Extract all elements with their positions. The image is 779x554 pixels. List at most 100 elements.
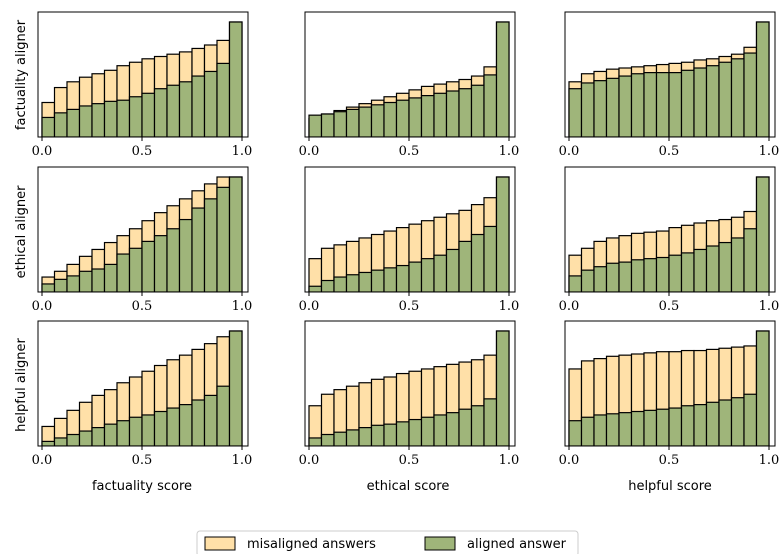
bar-aligned <box>730 397 745 446</box>
bar-aligned <box>718 241 733 292</box>
bar-aligned <box>308 285 323 292</box>
x-tick-label: 0.5 <box>659 453 680 468</box>
x-tick-label: 1.0 <box>759 144 779 159</box>
panel-helpful-aligner-factuality-score: 0.0 0.5 1.0 <box>32 320 253 468</box>
bar-aligned <box>345 429 360 446</box>
bar-aligned <box>458 240 473 292</box>
bar-aligned <box>216 385 231 446</box>
bar-aligned <box>718 399 733 446</box>
bar-aligned <box>191 75 206 137</box>
x-tick-label: 0.0 <box>32 144 53 159</box>
bar-aligned <box>643 258 658 292</box>
bar-aligned <box>458 408 473 446</box>
panel-ethical-aligner-ethical-score-frame <box>304 166 516 293</box>
legend-label-misaligned: misaligned answers <box>247 537 376 552</box>
panel-ethical-aligner-factuality-score: 0.0 0.5 1.0 <box>32 166 253 314</box>
bar-aligned <box>383 423 398 446</box>
bar-aligned <box>420 258 435 292</box>
bar-aligned <box>420 94 435 137</box>
bar-aligned <box>395 99 410 137</box>
bar-aligned <box>593 80 608 137</box>
bar-aligned <box>643 409 658 446</box>
panel-helpful-aligner-factuality-score-bars <box>41 330 243 446</box>
bar-aligned <box>78 270 93 292</box>
bar-aligned <box>568 420 583 446</box>
x-tick-label: 1.0 <box>232 453 253 468</box>
bar-aligned <box>116 99 131 137</box>
bar-aligned <box>630 410 645 446</box>
bar-aligned <box>743 393 758 446</box>
panel-ethical-aligner-factuality-score-bars <box>41 176 243 292</box>
bar-aligned <box>320 433 335 446</box>
x-tick-label: 1.0 <box>759 299 779 314</box>
bar-aligned <box>705 401 720 446</box>
bar-aligned <box>178 81 193 137</box>
bar-aligned <box>358 106 373 137</box>
bar-aligned <box>203 70 218 137</box>
bar-aligned <box>680 405 695 446</box>
bar-aligned <box>333 111 348 137</box>
bar-aligned <box>568 88 583 137</box>
bar-aligned <box>116 420 131 446</box>
bar-aligned <box>116 253 131 292</box>
bar-aligned <box>743 228 758 292</box>
panel-factuality-aligner-factuality-score: 0.0 0.5 1.0 <box>32 11 252 159</box>
row-label-helpful-aligner: helpful aligner <box>14 338 29 432</box>
bar-aligned <box>308 114 323 137</box>
bar-aligned <box>668 407 683 446</box>
bar-aligned <box>668 254 683 292</box>
panels-layer: 0.0 0.5 1.0 0.0 0.5 1.0 0.0 0.5 1.00.0 0.5 1.0 0.0 0… <box>32 11 779 468</box>
col-label-factuality-score: factuality score <box>92 479 192 494</box>
panel-helpful-aligner-ethical-score: 0.0 0.5 1.0 <box>299 320 519 468</box>
bar-aligned <box>693 67 708 137</box>
bar-aligned <box>483 398 498 446</box>
bar-aligned <box>593 414 608 446</box>
bar-aligned <box>483 74 498 137</box>
bar-aligned <box>445 248 460 292</box>
bar-aligned <box>730 237 745 292</box>
bar-aligned <box>755 330 770 446</box>
panel-ethical-aligner-helpful-score: 0.0 0.5 1.0 <box>559 166 779 314</box>
bar-aligned <box>743 52 758 137</box>
panel-ethical-aligner-ethical-score: 0.0 0.5 1.0 <box>299 166 519 314</box>
bar-aligned <box>630 73 645 137</box>
bar-aligned <box>228 176 243 292</box>
x-tick-label: 0.0 <box>299 299 320 314</box>
x-tick-label: 1.0 <box>232 299 253 314</box>
bar-aligned <box>433 414 448 446</box>
panel-ethical-aligner-helpful-score-frame <box>564 166 776 293</box>
bar-aligned <box>730 58 745 137</box>
bar-aligned <box>445 412 460 446</box>
bar-aligned <box>643 71 658 137</box>
panel-factuality-aligner-helpful-score: 0.0 0.5 1.0 <box>559 11 779 159</box>
bar-aligned <box>483 225 498 292</box>
bar-aligned <box>580 82 595 137</box>
bar-aligned <box>383 101 398 137</box>
bar-aligned <box>605 262 620 292</box>
bar-aligned <box>580 416 595 446</box>
bar-aligned <box>345 108 360 137</box>
bar-aligned <box>568 275 583 292</box>
bar-aligned <box>755 176 770 292</box>
legend: misaligned answers aligned answer <box>196 530 579 554</box>
bar-aligned <box>580 269 595 292</box>
x-tick-label: 0.5 <box>659 299 680 314</box>
bar-aligned <box>203 394 218 446</box>
legend-label-aligned: aligned answer <box>467 537 567 552</box>
bar-aligned <box>668 71 683 137</box>
bar-aligned <box>408 418 423 446</box>
bar-aligned <box>128 416 143 446</box>
bar-aligned <box>178 218 193 292</box>
panel-factuality-aligner-ethical-score: 0.0 0.5 1.0 <box>299 11 519 159</box>
bar-aligned <box>66 275 81 292</box>
legend-swatch-misaligned <box>204 536 236 551</box>
panel-factuality-aligner-helpful-score-bars <box>568 21 770 137</box>
bar-aligned <box>495 176 510 292</box>
bar-aligned <box>495 21 510 137</box>
bar-aligned <box>320 279 335 292</box>
bar-aligned <box>333 276 348 292</box>
bar-aligned <box>618 75 633 137</box>
bar-aligned <box>370 104 385 137</box>
panel-factuality-aligner-factuality-score-bars <box>41 21 243 137</box>
panel-helpful-aligner-helpful-score-frame <box>564 320 776 447</box>
